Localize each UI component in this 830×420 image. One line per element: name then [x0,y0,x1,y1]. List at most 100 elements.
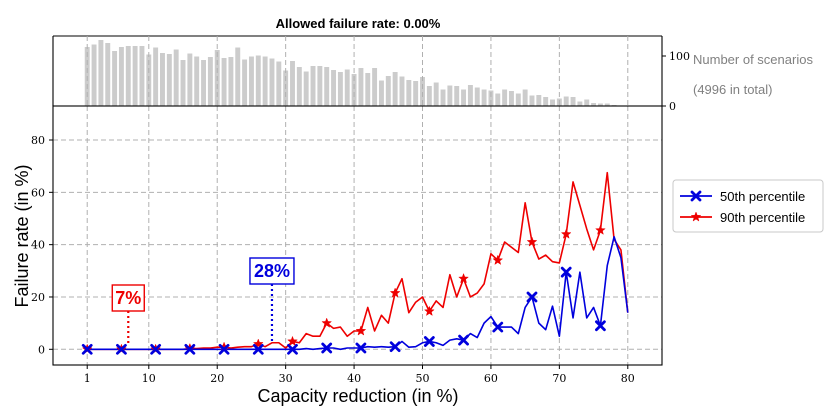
x-marker [252,343,264,355]
histogram-bar [454,86,460,106]
histogram-ylabel: Number of scenarios [693,52,813,67]
x-marker [81,343,93,355]
histogram-bar [235,47,241,106]
histogram-bar [276,61,282,106]
x-tick-label: 60 [484,372,498,385]
histogram-bar [139,46,145,106]
star-marker [389,287,401,298]
series-50th-line [87,236,629,351]
star-marker [252,338,264,349]
x-marker [355,342,367,354]
histogram-bar [166,54,172,106]
star-marker [690,211,702,222]
y-tick-label: 20 [31,291,45,304]
histogram-bar [187,53,193,106]
histogram-bar [207,57,213,106]
histogram-bar [502,89,508,106]
histogram-bar [365,73,371,106]
x-marker [690,190,702,202]
x-marker [492,321,504,333]
histogram-bar [112,51,118,106]
x-tick-label: 1 [84,372,91,385]
histogram-bar [125,46,131,106]
x-marker [389,341,401,353]
histogram-bar [132,46,138,106]
x-tick-label: 30 [279,372,293,385]
x-axis-label: Capacity reduction (in %) [257,386,458,406]
histogram-bar [392,72,398,106]
star-marker [287,335,298,347]
x-marker [218,343,230,355]
histogram-bar [420,77,425,106]
histogram-bar [173,49,179,106]
x-marker [458,334,469,346]
plot-frame [52,105,663,366]
histogram-bar [262,56,268,106]
star-marker [492,254,504,265]
histogram-sublabel: (4996 in total) [693,82,773,97]
x-marker [321,342,333,354]
legend-box [672,179,824,233]
legend: 50th percentile 90th percentile [672,179,824,233]
annotation-label: 28% [254,261,290,281]
histogram-bar [331,70,337,106]
histogram-bar [481,89,487,106]
x-marker [560,266,572,278]
histogram-bar [604,103,610,106]
histogram-bar [221,58,227,106]
histogram-bar [290,61,295,106]
annotation-box [111,284,145,312]
histogram-bar [563,96,569,106]
histogram-bar [310,66,316,106]
x-marker [184,343,196,355]
histogram-bar [550,99,555,106]
histogram-bar [440,89,446,106]
x-tick-label: 10 [142,372,156,385]
histogram-bar [194,56,200,106]
x-marker [595,320,606,332]
star-marker [458,272,469,284]
y-axis-label: Failure rate (in %) [12,164,32,307]
histogram-bar [433,82,439,106]
star-marker [321,317,333,328]
histogram-bar [118,47,124,106]
histogram-bar [303,71,309,106]
histogram-bar [160,53,165,106]
star-marker [423,305,435,316]
histogram-bar [91,44,97,106]
y-tick-label: 0 [38,343,45,356]
histogram-bar [337,72,343,106]
histogram-bar [570,97,576,106]
histogram-bar [413,81,419,106]
histogram-bar [543,97,549,106]
histogram-bar [406,80,412,106]
histogram-bar [577,101,583,106]
histogram-bar [591,103,597,106]
star-marker [526,236,538,247]
star-marker [594,224,606,235]
histogram-bar [324,67,330,106]
star-marker [560,228,572,239]
chart-title: Allowed failure rate: 0.00% [276,16,441,31]
histogram-bar [242,59,248,106]
x-tick-label: 70 [552,372,566,385]
histogram-bar [105,43,111,106]
histogram-bar [201,60,207,106]
histogram-bar [228,57,234,106]
histogram-bar [269,58,275,106]
histogram-bar [447,85,453,106]
annotation-label: 7% [115,288,141,308]
histogram-bar [255,55,261,106]
histogram-bar [461,89,467,106]
series-90th-line [87,171,629,351]
histogram-tick-label: 0 [669,100,676,113]
x-tick-label: 80 [621,372,635,385]
histogram-bar [351,74,357,106]
histogram-bar [358,68,364,106]
y-tick-label: 60 [31,186,45,199]
x-marker [150,343,162,355]
x-tick-label: 50 [416,372,430,385]
histogram-bar [467,85,473,106]
x-tick-label: 40 [347,372,361,385]
histogram-bar [536,95,542,106]
